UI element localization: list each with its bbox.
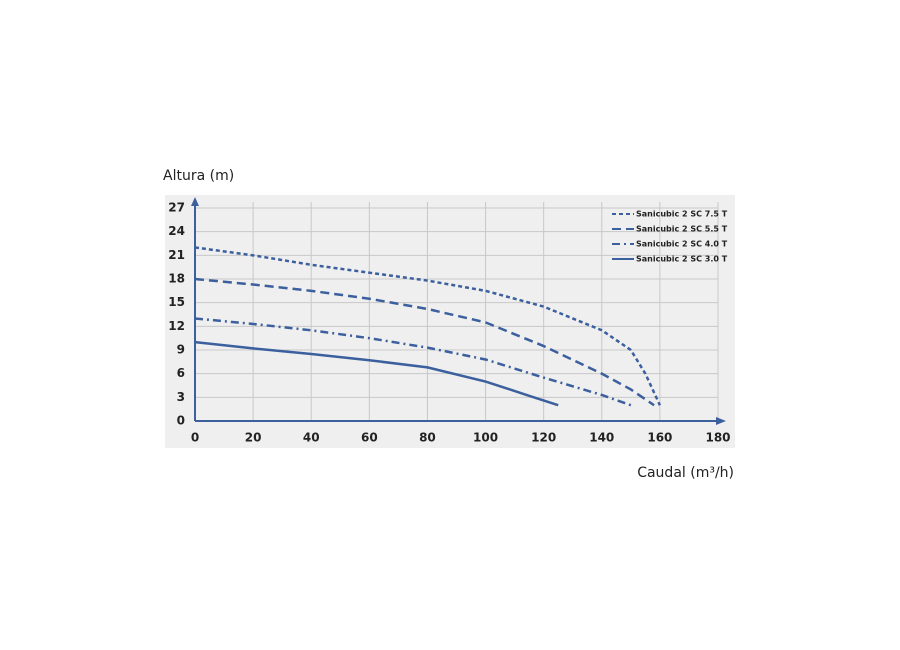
x-tick-label: 100 [473,431,498,445]
y-tick-label: 15 [168,295,185,309]
x-tick-label: 60 [361,431,378,445]
y-axis-title: Altura (m) [163,168,234,184]
series-line [194,277,655,407]
x-axis-title: Caudal (m³/h) [637,465,734,481]
series-line [194,317,632,407]
y-tick-label: 18 [168,272,185,286]
y-tick-label: 0 [177,414,185,428]
y-tick-label: 3 [177,390,185,404]
y-tick-label: 6 [177,366,185,380]
y-tick-label: 12 [168,319,185,333]
y-tick-label: 21 [168,248,185,262]
y-tick-label: 27 [168,201,185,215]
y-tick-label: 9 [177,343,185,357]
legend-label: Sanicubic 2 SC 4.0 T [636,240,728,249]
x-tick-label: 160 [647,431,672,445]
legend-label: Sanicubic 2 SC 7.5 T [636,210,728,219]
series-line [194,340,559,407]
legend-label: Sanicubic 2 SC 5.5 T [636,225,728,234]
x-tick-label: 0 [191,431,199,445]
x-tick-label: 140 [589,431,614,445]
x-axis-arrow [716,417,726,425]
x-tick-label: 180 [705,431,730,445]
legend-label: Sanicubic 2 SC 3.0 T [636,255,728,264]
y-tick-label: 24 [168,224,185,238]
x-tick-label: 40 [303,431,320,445]
plot-background [165,195,735,448]
x-tick-label: 80 [419,431,436,445]
x-tick-label: 120 [531,431,556,445]
x-tick-label: 20 [245,431,262,445]
y-axis-arrow [191,197,199,206]
